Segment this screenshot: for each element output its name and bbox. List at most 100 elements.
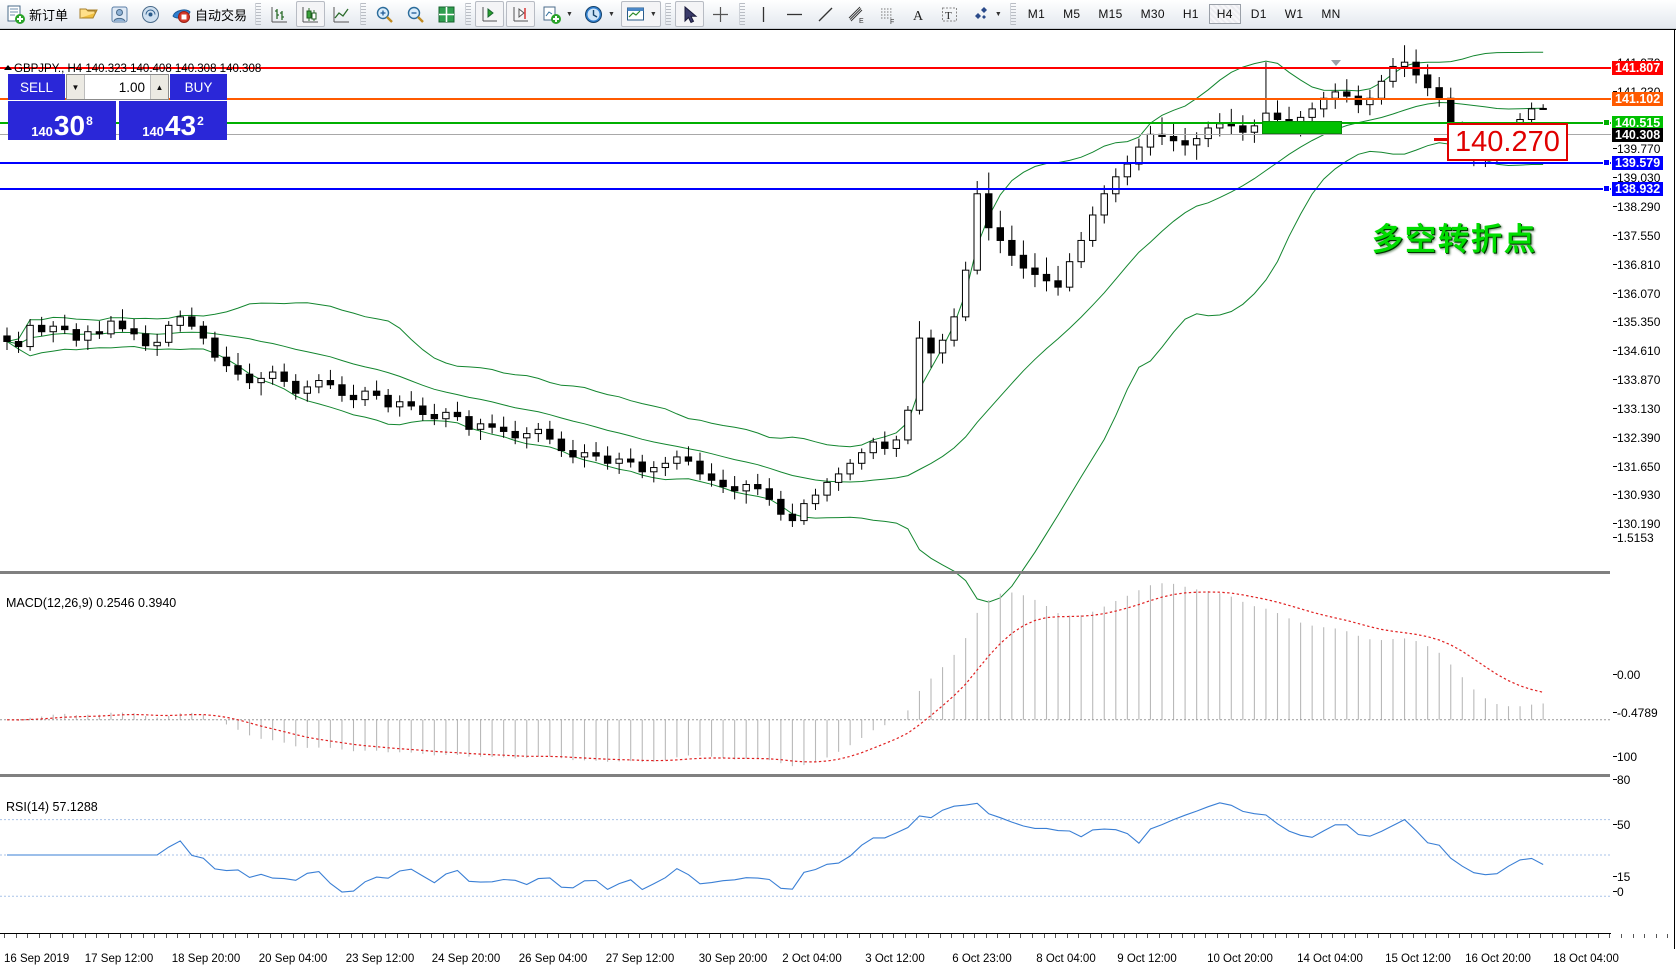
time-tick	[396, 934, 398, 938]
tile-windows-button[interactable]	[432, 1, 461, 27]
chart-shift-button[interactable]	[506, 1, 536, 27]
timeframe-m5[interactable]: M5	[1063, 7, 1081, 21]
candle-body	[823, 481, 831, 496]
zoom-out-button[interactable]	[401, 1, 430, 27]
shapes-button[interactable]: ▼	[966, 1, 1006, 27]
chevron-down-icon[interactable]: ▼	[649, 10, 657, 18]
sell-price-display[interactable]: 140 30 8	[8, 101, 116, 140]
chevron-down-icon[interactable]: ▼	[607, 10, 615, 18]
price-level-label[interactable]: 140.515	[1612, 116, 1664, 130]
candle-body	[349, 394, 358, 401]
sell-button[interactable]: SELL	[8, 74, 65, 100]
time-tick	[1008, 934, 1010, 938]
candle-body	[396, 401, 404, 408]
symbol-header: GBPJPY., H4 140.323 140.408 140.308 140.…	[14, 63, 262, 75]
chevron-down-icon[interactable]: ▼	[994, 10, 1002, 18]
time-label: 30 Sep 20:00	[698, 953, 768, 965]
price-level-label[interactable]: 139.579	[1612, 156, 1664, 170]
level-anchor-138932[interactable]	[1603, 185, 1610, 192]
timeframe-m15[interactable]: M15	[1098, 7, 1123, 21]
signals-button[interactable]	[136, 1, 165, 27]
time-axis[interactable]: 16 Sep 2019 17 Sep 12:00 18 Sep 20:00 20 Se…	[0, 933, 1669, 979]
auto-scroll-button[interactable]	[475, 1, 505, 27]
fibonacci-button[interactable]: F	[873, 1, 902, 27]
level-anchor-140515[interactable]	[1603, 119, 1610, 126]
rsi-pane[interactable]	[0, 778, 1611, 933]
trendline-button[interactable]	[811, 1, 840, 27]
candle-body	[26, 324, 34, 348]
position-marker-box[interactable]	[1262, 121, 1342, 134]
equidistant-channel-button[interactable]: E	[842, 1, 871, 27]
price-level-label[interactable]: 138.932	[1612, 182, 1664, 196]
text-label-button[interactable]: T	[935, 1, 964, 27]
macd-pane[interactable]	[0, 575, 1611, 773]
buy-price-display[interactable]: 140 43 2	[119, 101, 227, 140]
price-level-label[interactable]: 140.308	[1612, 128, 1664, 142]
new-order-button[interactable]: 新订单	[1, 1, 72, 27]
one-click-trading-panel[interactable]: SELL ▼ 1.00 ▲ BUY 140 30 8 140 43 2	[8, 74, 227, 140]
volume-increase-button[interactable]: ▲	[150, 75, 168, 99]
time-tick	[916, 934, 918, 938]
line-chart-button[interactable]	[327, 1, 356, 27]
buy-price-prefix: 140	[142, 124, 164, 139]
text-button[interactable]: A	[904, 1, 933, 27]
level-line-140515[interactable]	[0, 122, 1611, 124]
zoom-in-button[interactable]	[370, 1, 399, 27]
vertical-line-button[interactable]	[749, 1, 778, 27]
timeframe-d1[interactable]: D1	[1250, 7, 1267, 21]
level-line-141102[interactable]	[0, 98, 1611, 100]
timeframe-h1[interactable]: H1	[1182, 7, 1199, 21]
level-line-141807[interactable]	[0, 67, 1611, 69]
signals-icon	[140, 4, 161, 25]
price-pane[interactable]	[0, 33, 1610, 603]
toolbar-separator	[255, 3, 262, 25]
time-tick	[800, 934, 802, 938]
time-tick	[1332, 934, 1334, 938]
pane-separator-macd[interactable]	[0, 571, 1610, 574]
buy-button[interactable]: BUY	[170, 74, 227, 100]
price-level-label[interactable]: 141.102	[1612, 92, 1664, 106]
timeframe-mn[interactable]: MN	[1321, 7, 1341, 21]
folder-button[interactable]	[74, 1, 103, 27]
profile-button[interactable]	[105, 1, 134, 27]
chart-window[interactable]: GBPJPY., H4 140.323 140.408 140.308 140.…	[0, 29, 1676, 965]
timeframe-w1[interactable]: W1	[1284, 7, 1304, 21]
chevron-down-icon[interactable]: ▼	[566, 10, 573, 18]
price-level-label[interactable]: 141.807	[1612, 61, 1664, 75]
candle-body	[292, 380, 300, 394]
candle-body	[927, 337, 935, 354]
time-tick	[581, 934, 583, 938]
rsi-scale-tick: 100	[1612, 750, 1638, 764]
level-line-138932[interactable]	[0, 188, 1611, 190]
crosshair-button[interactable]	[706, 1, 735, 27]
level-anchor-139579[interactable]	[1603, 159, 1610, 166]
indicators-button[interactable]: ▼	[537, 1, 577, 27]
timeframe-h4[interactable]: H4	[1208, 4, 1241, 24]
candle-body	[915, 337, 924, 411]
time-tick	[1470, 934, 1472, 938]
level-line-139579[interactable]	[0, 162, 1611, 164]
time-tick	[107, 934, 109, 938]
pane-separator-rsi[interactable]	[0, 774, 1610, 777]
cursor-button[interactable]	[674, 1, 704, 27]
horizontal-line-button[interactable]	[780, 1, 809, 27]
period-button[interactable]: ▼	[579, 1, 619, 27]
price-tick: 138.290	[1612, 200, 1661, 214]
time-tick	[904, 934, 906, 938]
chart-shift-marker-icon[interactable]	[1331, 60, 1341, 66]
price-axis[interactable]: 141.970141.230139.770139.030138.290137.5…	[1611, 30, 1676, 949]
candlestick-chart-button[interactable]	[296, 1, 326, 27]
templates-button[interactable]: ▼	[620, 1, 661, 27]
volume-input[interactable]: 1.00	[85, 75, 150, 99]
candle-body	[499, 426, 508, 432]
text-icon: A	[908, 4, 929, 25]
bar-chart-button[interactable]	[265, 1, 294, 27]
timeframe-m30[interactable]: M30	[1140, 7, 1165, 21]
timeframe-m1[interactable]: M1	[1027, 7, 1046, 21]
volume-decrease-button[interactable]: ▼	[67, 75, 85, 99]
volume-stepper[interactable]: ▼ 1.00 ▲	[66, 74, 169, 100]
auto-trading-button[interactable]: 自动交易	[167, 1, 251, 27]
time-tick	[558, 934, 560, 938]
price-tick: 139.030	[1612, 171, 1661, 185]
period-clock-icon	[583, 4, 604, 25]
